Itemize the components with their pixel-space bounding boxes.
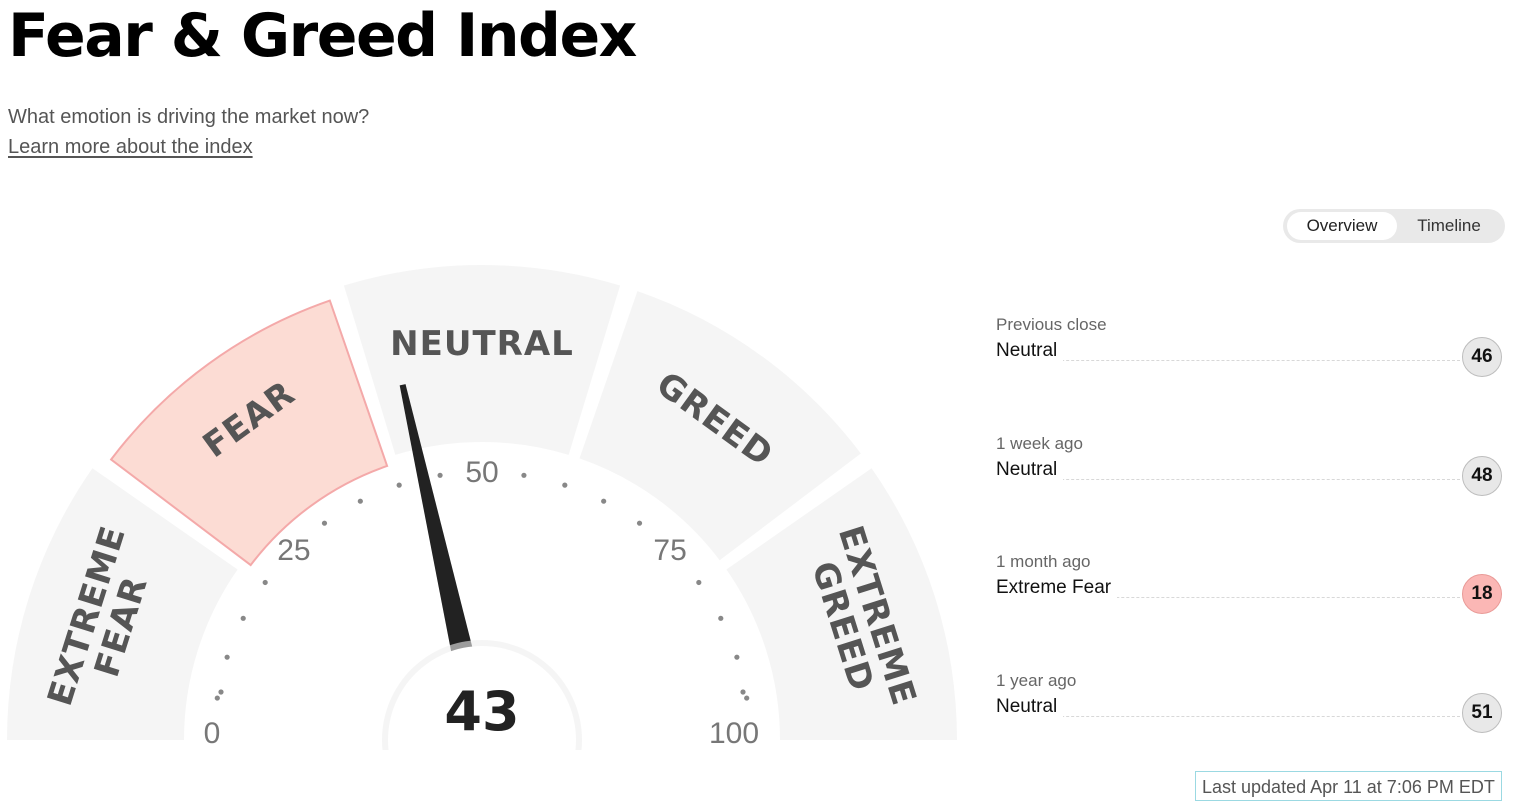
gauge-segment-extreme-fear xyxy=(7,468,238,740)
gauge-dot xyxy=(636,520,643,526)
history-rating: Neutral xyxy=(996,459,1064,481)
history-leader-line xyxy=(996,716,1460,717)
overview-tab[interactable]: Overview xyxy=(1287,212,1397,240)
gauge-dot xyxy=(744,695,750,701)
last-updated: Last updated Apr 11 at 7:06 PM EDT xyxy=(1195,771,1502,801)
history-value-badge: 46 xyxy=(1462,337,1502,377)
history-item: 1 month ago Extreme Fear 18 xyxy=(996,552,1506,632)
gauge-value: 43 xyxy=(444,680,519,743)
history-period: 1 month ago xyxy=(996,552,1091,571)
history-value-badge: 48 xyxy=(1462,456,1502,496)
gauge-segment-extreme-greed xyxy=(726,468,957,740)
history-item: Previous close Neutral 46 xyxy=(996,315,1506,395)
gauge-dot xyxy=(396,482,402,488)
view-toggle: Overview Timeline xyxy=(1283,209,1505,243)
history-leader-line xyxy=(996,360,1460,361)
history-rating: Neutral xyxy=(996,340,1064,362)
history-rating: Extreme Fear xyxy=(996,577,1118,599)
gauge-segment-neutral xyxy=(343,265,621,455)
gauge-dot xyxy=(562,482,568,488)
gauge-dot xyxy=(240,615,246,621)
gauge-label-neutral: NEUTRAL xyxy=(390,324,574,364)
gauge-dot xyxy=(218,689,224,695)
gauge-segment-greed xyxy=(579,291,861,561)
gauge-dot xyxy=(357,498,363,504)
gauge-needle xyxy=(399,384,474,659)
gauge-tick-label: 100 xyxy=(709,717,759,750)
gauge-chart: EXTREMEFEARFEARNEUTRALGREEDEXTREMEGREED … xyxy=(7,265,957,750)
history-period: 1 year ago xyxy=(996,671,1077,690)
gauge-dot xyxy=(734,654,740,660)
gauge-tick-label: 0 xyxy=(204,717,221,750)
history-period: 1 week ago xyxy=(996,434,1083,453)
gauge-tick-label: 75 xyxy=(653,534,686,567)
gauge-segment-fear xyxy=(109,299,389,567)
gauge-dot xyxy=(214,695,220,701)
timeline-tab[interactable]: Timeline xyxy=(1417,216,1481,235)
gauge-hub xyxy=(388,646,576,750)
gauge-dot xyxy=(437,472,443,478)
history-item: 1 week ago Neutral 48 xyxy=(996,434,1506,514)
gauge-tick-label: 25 xyxy=(277,534,310,567)
gauge-dot xyxy=(321,520,328,526)
learn-more-link[interactable]: Learn more about the index xyxy=(8,136,253,158)
gauge-dot xyxy=(521,472,527,478)
history-leader-line xyxy=(996,479,1460,480)
gauge-dot xyxy=(718,615,724,621)
gauge-dot xyxy=(601,498,607,504)
history-leader-line xyxy=(996,597,1460,598)
gauge-dot xyxy=(262,579,268,586)
gauge-tick-label: 50 xyxy=(465,456,498,489)
gauge-dot xyxy=(696,579,702,586)
gauge-dot xyxy=(740,689,746,695)
history-rating: Neutral xyxy=(996,696,1064,718)
page-title: Fear & Greed Index xyxy=(8,1,637,71)
history-value-badge: 51 xyxy=(1462,693,1502,733)
gauge: EXTREMEFEAR FEAR NEUTRAL GREED EXTREMEGREED … xyxy=(0,255,965,750)
history-value-badge: 18 xyxy=(1462,574,1502,614)
history-period: Previous close xyxy=(996,315,1107,334)
page-subtitle: What emotion is driving the market now? xyxy=(8,106,370,128)
gauge-dot xyxy=(224,654,230,660)
history-item: 1 year ago Neutral 51 xyxy=(996,671,1506,751)
